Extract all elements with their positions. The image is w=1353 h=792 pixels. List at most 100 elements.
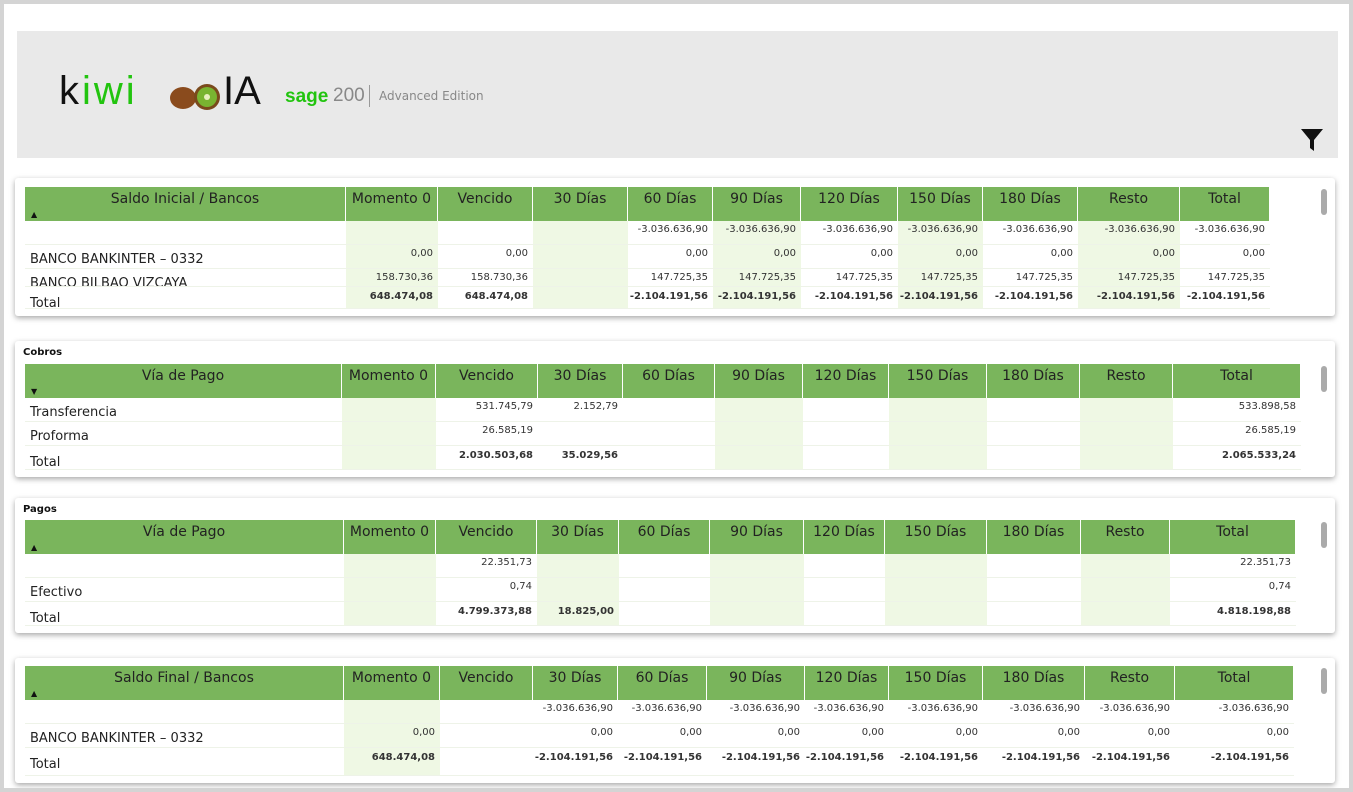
cell xyxy=(987,398,1080,422)
cell: 0,00 xyxy=(889,724,983,748)
cell: 147.725,35 xyxy=(1180,269,1270,287)
scrollbar[interactable] xyxy=(1321,668,1327,694)
row-label: BANCO BILBAO VIZCAYA xyxy=(25,269,346,287)
cell: -3.036.636,90 xyxy=(1078,221,1180,245)
cell xyxy=(344,602,436,626)
column-header[interactable]: Momento 0 xyxy=(346,187,438,221)
column-header[interactable]: Momento 0 xyxy=(344,666,440,700)
scrollbar[interactable] xyxy=(1321,189,1327,215)
column-header[interactable]: 60 Días xyxy=(623,364,715,398)
column-header[interactable]: Total xyxy=(1170,520,1296,554)
data-row: BANCO BILBAO VIZCAYA 158.730,36 158.730,36… xyxy=(25,269,1270,287)
column-header[interactable]: Vencido xyxy=(436,520,537,554)
column-header[interactable]: Saldo Inicial / Bancos ▲ xyxy=(25,187,346,221)
cell: 0,00 xyxy=(801,245,898,269)
row-label: Total xyxy=(25,446,342,470)
column-header[interactable]: 180 Días xyxy=(983,666,1085,700)
row-label xyxy=(25,554,344,578)
cell: -3.036.636,90 xyxy=(1085,700,1175,724)
row-label xyxy=(25,700,344,724)
logo: kiwi xyxy=(59,69,138,113)
cell: 648.474,08 xyxy=(438,287,533,309)
cell: 0,00 xyxy=(533,724,618,748)
column-header[interactable]: 180 Días xyxy=(987,364,1080,398)
column-header[interactable]: 120 Días xyxy=(805,666,889,700)
cell: -3.036.636,90 xyxy=(805,700,889,724)
column-header[interactable]: Vía de Pago ▼ xyxy=(25,364,342,398)
cell: 0,00 xyxy=(346,245,438,269)
cell: -2.104.191,56 xyxy=(889,748,983,776)
column-header[interactable]: Momento 0 xyxy=(342,364,436,398)
logo-suffix: IA xyxy=(223,69,261,113)
column-header[interactable]: Total xyxy=(1175,666,1294,700)
column-header[interactable]: Vencido xyxy=(440,666,533,700)
column-header[interactable]: 90 Días xyxy=(707,666,805,700)
column-header[interactable]: Vencido xyxy=(438,187,533,221)
filter-icon[interactable] xyxy=(1300,127,1324,153)
column-header[interactable]: 120 Días xyxy=(803,364,889,398)
cell xyxy=(987,422,1080,446)
column-header[interactable]: 30 Días xyxy=(538,364,623,398)
cell: 0,00 xyxy=(1078,245,1180,269)
column-header[interactable]: Resto xyxy=(1081,520,1170,554)
column-header[interactable]: 180 Días xyxy=(983,187,1078,221)
column-header[interactable]: 30 Días xyxy=(533,187,628,221)
cell xyxy=(623,398,715,422)
column-header[interactable]: Vencido xyxy=(436,364,538,398)
cell xyxy=(889,398,987,422)
column-header[interactable]: 180 Días xyxy=(987,520,1081,554)
cell xyxy=(715,398,803,422)
column-header[interactable]: Total xyxy=(1180,187,1270,221)
sort-arrow[interactable]: ▼ xyxy=(31,387,38,396)
column-header[interactable]: Resto xyxy=(1085,666,1175,700)
column-header[interactable]: 150 Días xyxy=(889,364,987,398)
row-label: BANCO BANKINTER – 0332 xyxy=(25,724,344,748)
cell xyxy=(342,446,436,470)
column-header[interactable]: 30 Días xyxy=(533,666,618,700)
cell: 35.029,56 xyxy=(538,446,623,470)
column-header[interactable]: Vía de Pago ▲ xyxy=(25,520,344,554)
column-header[interactable]: 150 Días xyxy=(898,187,983,221)
cell: -2.104.191,56 xyxy=(713,287,801,309)
cell: -2.104.191,56 xyxy=(533,748,618,776)
cell: -3.036.636,90 xyxy=(533,700,618,724)
column-header[interactable]: 60 Días xyxy=(618,666,707,700)
cell xyxy=(538,422,623,446)
column-header[interactable]: 60 Días xyxy=(619,520,710,554)
cell xyxy=(344,554,436,578)
cell xyxy=(885,578,987,602)
cell xyxy=(804,554,885,578)
column-header[interactable]: Resto xyxy=(1078,187,1180,221)
cell xyxy=(1080,446,1173,470)
column-header[interactable]: 120 Días xyxy=(804,520,885,554)
cell: 2.152,79 xyxy=(538,398,623,422)
column-header[interactable]: Saldo Final / Bancos ▲ xyxy=(25,666,344,700)
column-header[interactable]: 150 Días xyxy=(885,520,987,554)
cell: 147.725,35 xyxy=(801,269,898,287)
scrollbar[interactable] xyxy=(1321,522,1327,548)
cell: 4.818.198,88 xyxy=(1170,602,1296,626)
column-header[interactable]: 30 Días xyxy=(537,520,619,554)
column-header[interactable]: Momento 0 xyxy=(344,520,436,554)
sort-arrow[interactable]: ▲ xyxy=(31,210,38,219)
sort-arrow[interactable]: ▲ xyxy=(31,543,38,552)
scrollbar[interactable] xyxy=(1321,366,1327,392)
column-header[interactable]: Total xyxy=(1173,364,1301,398)
column-header[interactable]: 90 Días xyxy=(713,187,801,221)
cell: -3.036.636,90 xyxy=(801,221,898,245)
column-header[interactable]: 60 Días xyxy=(628,187,713,221)
table-title: Cobros xyxy=(23,347,63,358)
cell xyxy=(1081,578,1170,602)
cell xyxy=(885,554,987,578)
cell xyxy=(619,578,710,602)
sort-arrow[interactable]: ▲ xyxy=(31,689,38,698)
column-header[interactable]: 120 Días xyxy=(801,187,898,221)
cell: 0,00 xyxy=(805,724,889,748)
separator xyxy=(369,85,370,107)
cell xyxy=(344,578,436,602)
column-header[interactable]: 90 Días xyxy=(715,364,803,398)
column-header[interactable]: 90 Días xyxy=(710,520,804,554)
column-header[interactable]: Resto xyxy=(1080,364,1173,398)
cell: -3.036.636,90 xyxy=(983,700,1085,724)
column-header[interactable]: 150 Días xyxy=(889,666,983,700)
